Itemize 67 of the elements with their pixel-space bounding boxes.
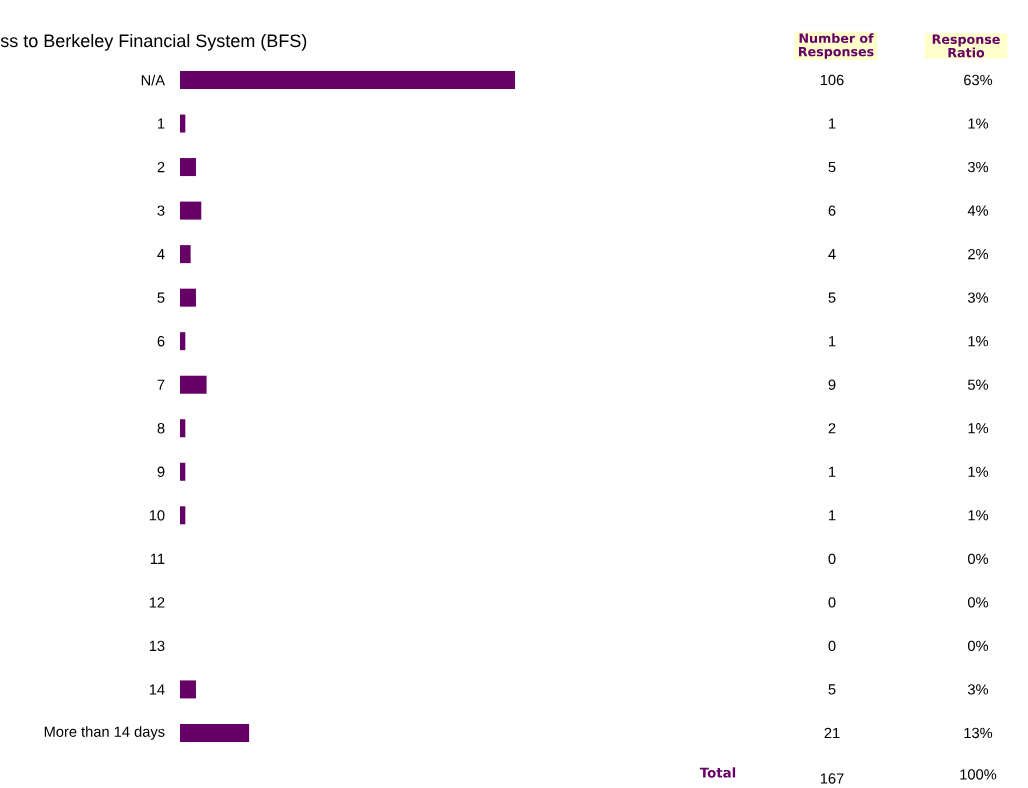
- text: 4: [828, 249, 836, 260]
- data-label: 3%: [967, 684, 989, 695]
- y-tick-label: 12: [149, 597, 165, 608]
- y-tick-label: 8: [157, 423, 165, 434]
- y-tick-label: N/A: [141, 74, 166, 86]
- text: 100%: [960, 769, 997, 780]
- data-label: 2%: [968, 248, 989, 260]
- bar: [180, 158, 196, 177]
- y-tick-label: 1: [158, 118, 165, 129]
- text: 9: [828, 379, 836, 390]
- y-tick-label: 6: [157, 336, 165, 347]
- text: 5: [828, 292, 836, 303]
- text: 5: [828, 684, 836, 695]
- bar: [180, 506, 186, 525]
- bar: [180, 723, 250, 742]
- data-label: 13%: [964, 727, 993, 739]
- text: 6: [828, 205, 836, 216]
- bar: [180, 71, 515, 90]
- data-label: 0%: [967, 597, 989, 608]
- data-label: 4%: [967, 205, 989, 216]
- y-tick-label: 5: [157, 292, 165, 303]
- text: Number of Responses: [799, 33, 874, 59]
- bar: [180, 288, 196, 307]
- bar: [180, 462, 186, 481]
- data-label: 1%: [968, 118, 989, 129]
- data-label: 3%: [967, 161, 989, 173]
- data-label: 0%: [967, 640, 989, 652]
- y-tick-label: 3: [157, 205, 165, 216]
- bar: [180, 332, 186, 351]
- bar: [180, 680, 196, 699]
- y-tick-label: 13: [149, 640, 165, 652]
- y-tick-label: 4: [157, 249, 165, 260]
- bar: [180, 201, 202, 220]
- bar: [180, 419, 186, 438]
- bar: [180, 245, 191, 264]
- bar: [180, 114, 186, 133]
- y-tick-label: 9: [157, 466, 165, 477]
- y-tick-label: 10: [149, 510, 165, 521]
- text: 21: [824, 727, 840, 739]
- data-label: 3%: [967, 292, 989, 303]
- text: 1: [829, 466, 836, 477]
- text: 2: [828, 423, 836, 434]
- text: 1: [829, 336, 836, 347]
- data-label: 1%: [968, 510, 989, 521]
- text: 167: [820, 773, 844, 784]
- text: 1: [829, 510, 836, 521]
- y-tick-label: 11: [150, 553, 165, 564]
- data-label: 1%: [968, 466, 989, 477]
- text: Response Ratio: [932, 34, 1000, 58]
- text: 0: [828, 597, 836, 608]
- text: 5: [828, 161, 836, 173]
- data-label: 5%: [967, 379, 989, 390]
- data-label: 63%: [964, 74, 993, 86]
- bar: [180, 375, 207, 394]
- y-tick-label: More than 14 days: [44, 726, 165, 740]
- y-tick-label: 2: [157, 161, 165, 173]
- y-tick-label: 7: [157, 379, 165, 390]
- text: 1: [829, 118, 836, 129]
- data-label: 0%: [967, 553, 989, 565]
- text: 106: [820, 74, 844, 86]
- y-tick-label: 14: [149, 684, 165, 695]
- chart-title: ss to Berkeley Financial System (BFS): [0, 33, 307, 51]
- text: Total: [699, 767, 736, 778]
- text: 0: [828, 640, 836, 652]
- data-label: 1%: [968, 423, 989, 434]
- data-label: 1%: [968, 336, 989, 347]
- text: 0: [828, 553, 836, 565]
